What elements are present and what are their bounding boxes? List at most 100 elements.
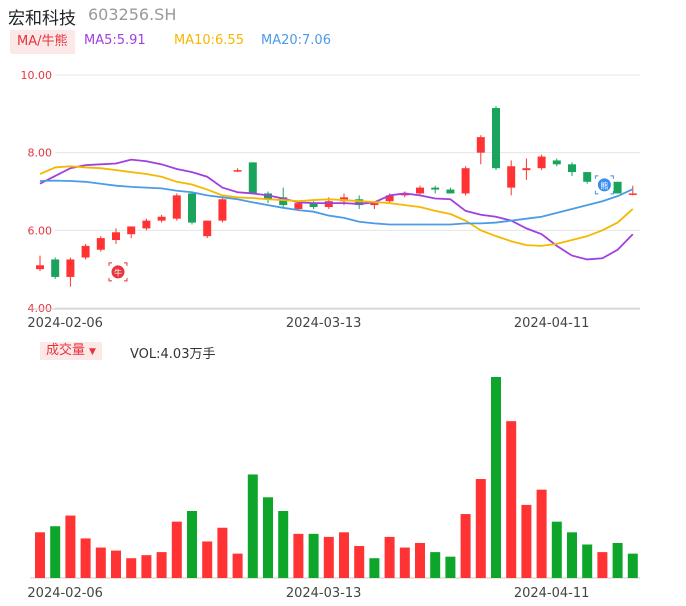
volume-bar xyxy=(187,511,197,578)
volume-bar xyxy=(65,515,76,578)
candle-body xyxy=(355,199,364,206)
volume-bar xyxy=(171,521,182,578)
volume-bar xyxy=(612,542,623,578)
candle-body xyxy=(507,166,516,188)
candle-body xyxy=(157,216,166,221)
volume-bar xyxy=(354,546,365,578)
volume-date-tick-label: 2024-04-11 xyxy=(514,586,590,601)
volume-bar xyxy=(627,553,638,578)
volume-bar xyxy=(95,547,106,578)
candle-body xyxy=(66,259,75,277)
volume-bar xyxy=(430,552,441,578)
volume-bar xyxy=(308,533,319,578)
candle-body xyxy=(492,108,500,169)
marker-label: 牛 xyxy=(114,267,122,277)
volume-bar xyxy=(567,532,577,578)
price-tick-label: 8.00 xyxy=(28,147,53,160)
candle-body xyxy=(324,201,333,208)
volume-bar xyxy=(247,474,258,578)
candle-body xyxy=(172,195,181,219)
candle-body xyxy=(628,193,637,195)
volume-bar xyxy=(536,489,547,578)
volume-bar xyxy=(551,521,562,578)
volume-bar xyxy=(263,497,273,578)
date-tick-label: 2024-03-13 xyxy=(286,316,362,331)
volume-bar xyxy=(35,532,45,578)
candle-body xyxy=(112,232,120,241)
volume-bar xyxy=(582,544,593,578)
date-tick-label: 2024-04-11 xyxy=(514,316,590,331)
volume-bar xyxy=(126,558,137,578)
caret-down-icon: ▼ xyxy=(89,347,96,357)
ma10-line xyxy=(39,165,634,247)
candle-body xyxy=(583,172,592,182)
price-tick-label: 10.00 xyxy=(21,69,53,82)
volume-bar xyxy=(384,536,395,578)
bear-icon: 熊 xyxy=(594,175,614,195)
ma5-line xyxy=(39,158,634,261)
candle-body xyxy=(568,164,576,173)
candle-body xyxy=(446,189,455,194)
candle-body xyxy=(188,193,196,223)
candle-body xyxy=(385,195,394,202)
candle-body xyxy=(552,160,561,165)
candle-body xyxy=(476,137,485,153)
candle-body xyxy=(203,220,212,237)
ma20-line xyxy=(39,179,634,226)
volume-bar xyxy=(141,555,152,578)
stock-name: 宏和科技 xyxy=(8,9,76,29)
ma10-value: MA10:6.55 xyxy=(174,33,244,48)
ma20-value: MA20:7.06 xyxy=(261,33,331,48)
candle-body xyxy=(309,203,318,208)
volume-bar xyxy=(506,421,517,578)
volume-bar xyxy=(217,527,228,578)
volume-bar xyxy=(293,533,304,578)
volume-tag-label: 成交量 xyxy=(46,343,86,358)
candle-body xyxy=(431,187,440,190)
candle-body xyxy=(461,168,470,194)
candle-body xyxy=(233,170,242,172)
candle-body xyxy=(279,197,288,206)
candle-body xyxy=(522,168,531,171)
candle-body xyxy=(218,199,227,221)
volume-bar xyxy=(369,558,380,578)
volume-bar xyxy=(156,552,167,578)
volume-bar xyxy=(491,377,501,578)
candle-body xyxy=(81,245,90,258)
candle-body xyxy=(264,193,272,200)
volume-bar xyxy=(460,514,471,578)
volume-date-tick-label: 2024-03-13 xyxy=(286,586,362,601)
volume-value: VOL:4.03万手 xyxy=(130,347,216,362)
volume-bar xyxy=(278,511,289,578)
candle-body xyxy=(613,181,622,194)
volume-date-tick-label: 2024-02-06 xyxy=(27,586,103,601)
volume-bar xyxy=(80,538,91,578)
candle-body xyxy=(370,203,379,206)
volume-bar xyxy=(445,556,456,578)
volume-bar xyxy=(399,547,410,578)
candle-body xyxy=(294,203,303,209)
stock-code: 603256.SH xyxy=(88,5,177,24)
candle-body xyxy=(248,162,257,194)
volume-bar xyxy=(323,536,334,578)
candle-body xyxy=(127,226,136,235)
volume-bar xyxy=(415,542,425,578)
ma5-value: MA5:5.91 xyxy=(84,33,146,48)
candle-body xyxy=(51,259,60,277)
candle-body xyxy=(400,193,409,196)
bull-icon: 牛 xyxy=(108,262,128,282)
volume-bar xyxy=(202,541,213,578)
date-tick-label: 2024-02-06 xyxy=(27,316,103,331)
volume-bar xyxy=(597,552,608,578)
ma-indicator-selector[interactable]: MA/牛熊 xyxy=(10,30,75,54)
candle-body xyxy=(537,156,546,169)
volume-bar xyxy=(475,479,486,578)
volume-bar xyxy=(111,550,121,578)
volume-bar xyxy=(339,532,349,578)
volume-bar xyxy=(521,504,532,578)
price-tick-label: 6.00 xyxy=(28,224,53,237)
volume-indicator-selector[interactable]: 成交量 ▼ xyxy=(40,342,102,360)
candle-body xyxy=(96,238,105,250)
marker-label: 熊 xyxy=(600,180,608,190)
